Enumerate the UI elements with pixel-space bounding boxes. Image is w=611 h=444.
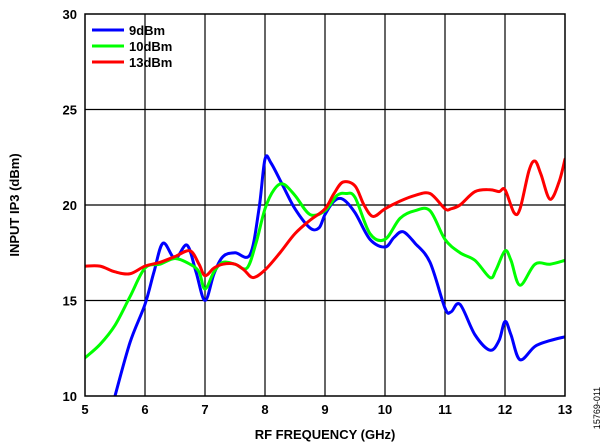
tick-labels: 5 6 7 8 9 10 11 12 13 10 15 20 25 30 bbox=[63, 7, 573, 417]
plot-frame bbox=[84, 13, 566, 397]
x-tick-label: 6 bbox=[141, 402, 148, 417]
x-tick-label: 8 bbox=[261, 402, 268, 417]
series-line-13dbm bbox=[85, 157, 565, 280]
x-tick-label: 11 bbox=[438, 402, 452, 417]
y-tick-label: 25 bbox=[63, 103, 77, 118]
y-tick-label: 20 bbox=[63, 198, 77, 213]
x-tick-label: 7 bbox=[201, 402, 208, 417]
x-tick-label: 5 bbox=[81, 402, 88, 417]
x-tick-label: 9 bbox=[321, 402, 328, 417]
legend-label: 10dBm bbox=[129, 39, 172, 54]
x-tick-label: 10 bbox=[378, 402, 392, 417]
y-tick-label: 10 bbox=[63, 389, 77, 404]
legend-label: 13dBm bbox=[129, 55, 172, 70]
x-tick-label: 13 bbox=[558, 402, 572, 417]
x-tick-label: 12 bbox=[498, 402, 512, 417]
figure-id-label: 15769-011 bbox=[592, 387, 602, 429]
y-tick-label: 15 bbox=[63, 294, 77, 309]
y-axis-title: INPUT IP3 (dBm) bbox=[7, 153, 22, 256]
y-tick-label: 30 bbox=[63, 7, 77, 22]
series-lines bbox=[85, 154, 565, 396]
legend-label: 9dBm bbox=[129, 23, 165, 38]
x-axis-title: RF FREQUENCY (GHz) bbox=[255, 427, 396, 442]
